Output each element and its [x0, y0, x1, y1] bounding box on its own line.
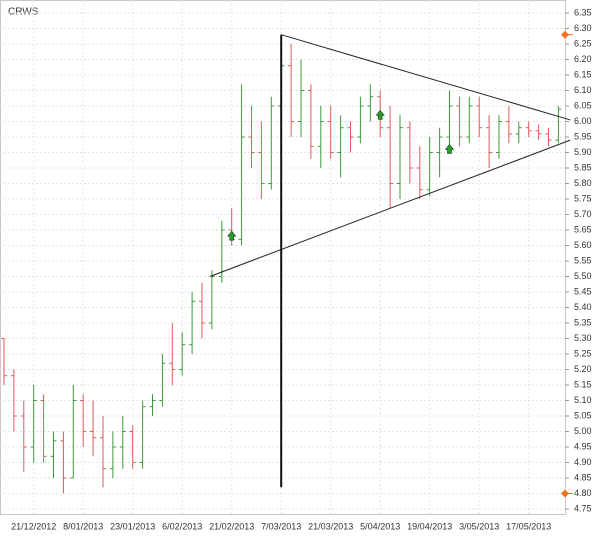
y-tick-label: 5.70 — [574, 209, 592, 219]
signal-arrow — [375, 109, 385, 120]
y-tick-label: 5.00 — [574, 426, 592, 436]
y-tick-label: 5.25 — [574, 348, 592, 358]
y-tick-label: 6.10 — [574, 85, 592, 95]
y-tick-label: 5.35 — [574, 317, 592, 327]
y-tick-label: 6.30 — [574, 23, 592, 33]
x-tick-label: 23/01/2013 — [110, 521, 155, 531]
y-tick-label: 5.90 — [574, 147, 592, 157]
x-tick-label: 19/04/2013 — [407, 521, 452, 531]
y-tick-label: 5.10 — [574, 395, 592, 405]
y-tick-label: 6.35 — [574, 7, 592, 17]
y-tick-label: 5.95 — [574, 131, 592, 141]
x-tick-label: 8/01/2013 — [63, 521, 103, 531]
x-tick-label: 17/05/2013 — [506, 521, 551, 531]
y-tick-label: 5.05 — [574, 410, 592, 420]
x-tick-label: 21/03/2013 — [308, 521, 353, 531]
y-tick-label: 4.90 — [574, 457, 592, 467]
y-tick-label: 5.20 — [574, 364, 592, 374]
x-tick-label: 21/02/2013 — [209, 521, 254, 531]
y-tick-label: 5.30 — [574, 333, 592, 343]
x-tick-label: 5/04/2013 — [360, 521, 400, 531]
y-tick-label: 5.45 — [574, 286, 592, 296]
y-tick-label: 5.15 — [574, 379, 592, 389]
y-tick-label: 5.75 — [574, 193, 592, 203]
y-tick-label: 4.85 — [574, 472, 592, 482]
y-tick-label: 5.60 — [574, 240, 592, 250]
plot-frame — [0, 0, 566, 515]
y-tick-label: 5.80 — [574, 178, 592, 188]
price-marker — [561, 30, 569, 39]
y-tick-label: 6.05 — [574, 100, 592, 110]
y-tick-label: 4.75 — [574, 503, 592, 513]
price-marker — [561, 489, 569, 498]
signal-arrow — [444, 143, 455, 154]
y-tick-label: 5.85 — [574, 162, 592, 172]
signal-arrow — [227, 230, 237, 241]
y-tick-label: 5.40 — [574, 302, 592, 312]
x-tick-label: 21/12/2012 — [11, 521, 56, 531]
y-tick-label: 4.95 — [574, 441, 592, 451]
y-tick-label: 5.50 — [574, 271, 592, 281]
y-tick-label: 5.65 — [574, 224, 592, 234]
y-tick-label: 5.55 — [574, 255, 592, 265]
y-tick-label: 6.15 — [574, 69, 592, 79]
x-tick-label: 7/03/2013 — [261, 521, 301, 531]
x-tick-label: 6/02/2013 — [162, 521, 202, 531]
x-tick-label: 3/05/2013 — [459, 521, 499, 531]
y-tick-label: 6.00 — [574, 116, 592, 126]
y-tick-label: 6.25 — [574, 38, 592, 48]
trend-line — [209, 139, 571, 277]
trend-line — [281, 34, 571, 121]
chart-title: CRWS — [8, 7, 39, 18]
y-tick-label: 6.20 — [574, 54, 592, 64]
y-tick-label: 4.80 — [574, 488, 592, 498]
